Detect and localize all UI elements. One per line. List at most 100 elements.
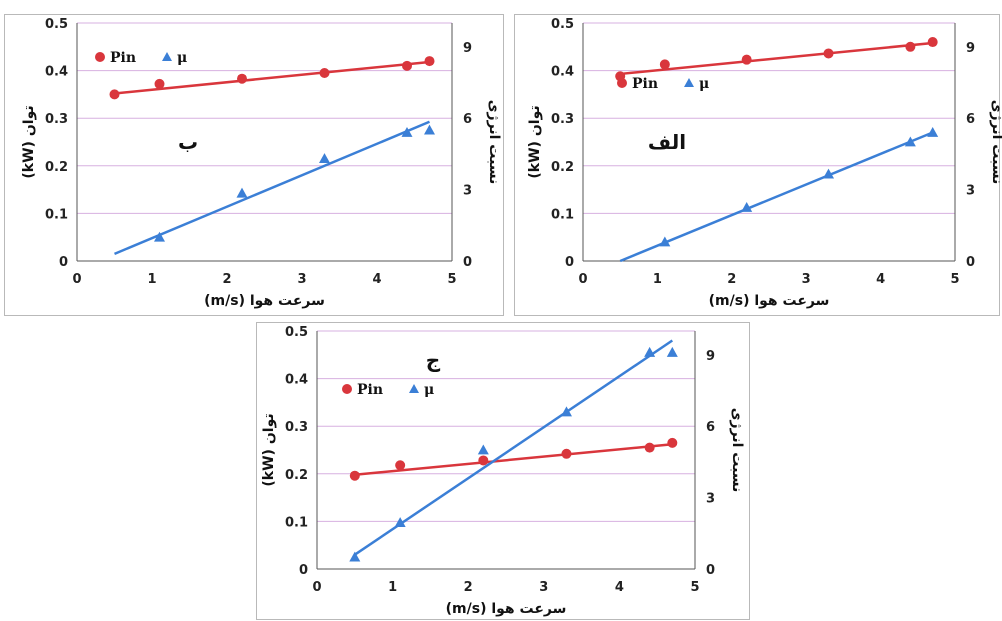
y-left-tick-label: 0.5 bbox=[45, 17, 68, 32]
y-left-tick-label: 0 bbox=[299, 563, 308, 578]
trendline-mu bbox=[354, 339, 674, 556]
legend-marker-pin bbox=[617, 78, 627, 88]
x-tick-label: 2 bbox=[222, 272, 231, 287]
legend-marker-pin bbox=[342, 384, 352, 394]
data-point-mu bbox=[644, 346, 656, 357]
data-point-pin bbox=[561, 448, 572, 459]
x-tick-label: 0 bbox=[578, 272, 587, 287]
x-tick-label: 0 bbox=[312, 580, 321, 595]
trendline-pin bbox=[354, 443, 673, 476]
data-point-pin bbox=[395, 460, 406, 471]
y-left-tick-label: 0.3 bbox=[551, 112, 574, 127]
y-right-tick-label: 9 bbox=[463, 41, 472, 56]
chart-panel-alef: 0 1 2 3 4 5 0 0.1 0.2 0.3 0.4 0.5 0 3 6 9 سرعت هوا (m/s)… bbox=[514, 14, 1002, 316]
data-point-mu bbox=[741, 201, 753, 212]
x-axis-title: سرعت هوا (m/s) bbox=[204, 293, 325, 309]
data-point-pin bbox=[109, 89, 120, 100]
x-tick-label: 5 bbox=[950, 272, 959, 287]
data-point-mu bbox=[927, 126, 939, 137]
data-point-mu bbox=[349, 551, 361, 562]
y-left-tick-label: 0.3 bbox=[45, 112, 68, 127]
y-right-tick-label: 6 bbox=[966, 112, 975, 127]
trendline-pin bbox=[114, 60, 430, 95]
x-tick-label: 1 bbox=[388, 580, 397, 595]
x-tick-label: 3 bbox=[297, 272, 306, 287]
chart-panel-b: 0 1 2 3 4 5 0 0.1 0.2 0.3 0.4 0.5 0 3 6 9 سرعت هوا (m/s)… bbox=[4, 14, 504, 316]
x-axis-title: سرعت هوا (m/s) bbox=[446, 601, 567, 617]
y-left-tick-label: 0.4 bbox=[551, 65, 574, 80]
y-right-tick-label: 3 bbox=[966, 184, 975, 199]
y-left-tick-label: 0.5 bbox=[551, 17, 574, 32]
x-tick-label: 2 bbox=[464, 580, 473, 595]
panel-label: ب bbox=[178, 130, 198, 154]
y-right-tick-label: 6 bbox=[706, 420, 715, 435]
trendline-pin bbox=[620, 41, 933, 76]
y-right-tick-label: 9 bbox=[706, 349, 715, 364]
legend-label-mu: μ bbox=[177, 50, 187, 66]
data-point-mu bbox=[659, 236, 671, 247]
x-tick-label: 5 bbox=[690, 580, 699, 595]
y-left-tick-label: 0.1 bbox=[285, 515, 308, 530]
data-point-mu bbox=[236, 187, 248, 198]
data-point-mu bbox=[424, 124, 435, 135]
y-left-tick-label: 0.5 bbox=[285, 325, 308, 340]
legend-label-pin: Pin bbox=[110, 50, 136, 66]
data-point-pin bbox=[659, 59, 670, 70]
y-left-tick-label: 0.4 bbox=[45, 65, 68, 80]
chart-panel-jim: 0 1 2 3 4 5 0 0.1 0.2 0.3 0.4 0.5 0 3 6 9 سرعت هوا (m/s)… bbox=[256, 322, 750, 620]
x-tick-label: 1 bbox=[147, 272, 156, 287]
data-point-mu bbox=[401, 126, 413, 137]
y-left-axis-title: توان (kW) bbox=[261, 413, 277, 486]
y-right-tick-label: 0 bbox=[463, 255, 472, 270]
legend-marker-mu bbox=[684, 78, 694, 87]
legend-label-pin: Pin bbox=[632, 76, 658, 92]
data-point-pin bbox=[644, 442, 655, 453]
data-point-mu bbox=[394, 517, 406, 527]
data-point-pin bbox=[905, 41, 916, 52]
data-point-mu bbox=[477, 444, 489, 455]
y-left-tick-label: 0.3 bbox=[285, 420, 308, 435]
data-point-pin bbox=[478, 455, 489, 466]
trendline-mu bbox=[114, 120, 430, 256]
x-tick-label: 3 bbox=[802, 272, 811, 287]
x-tick-label: 0 bbox=[72, 272, 81, 287]
trendline-mu bbox=[619, 131, 934, 263]
x-tick-label: 5 bbox=[447, 272, 456, 287]
x-axis-title: سرعت هوا (m/s) bbox=[709, 293, 830, 309]
x-tick-label: 4 bbox=[615, 580, 624, 595]
data-point-pin bbox=[402, 60, 412, 71]
data-point-pin bbox=[667, 437, 678, 448]
legend-label-pin: Pin bbox=[357, 382, 383, 398]
y-right-tick-label: 3 bbox=[463, 184, 472, 199]
x-tick-label: 4 bbox=[372, 272, 381, 287]
legend-marker-mu bbox=[162, 52, 172, 61]
y-right-tick-label: 9 bbox=[966, 41, 975, 56]
data-point-mu bbox=[823, 168, 835, 179]
y-right-tick-label: 3 bbox=[706, 492, 715, 507]
y-left-tick-label: 0.2 bbox=[285, 468, 308, 483]
data-point-pin bbox=[154, 78, 165, 89]
data-point-pin bbox=[927, 37, 938, 48]
data-point-mu bbox=[560, 406, 572, 417]
legend-marker-pin bbox=[95, 52, 105, 62]
cropped-caption-strip bbox=[0, 0, 1002, 10]
y-right-axis-title: نسبت انرژی bbox=[486, 100, 502, 185]
y-right-tick-label: 0 bbox=[706, 563, 715, 578]
x-tick-label: 1 bbox=[653, 272, 662, 287]
data-point-pin bbox=[349, 470, 360, 481]
legend-label-mu: μ bbox=[699, 76, 709, 92]
data-point-pin bbox=[741, 54, 752, 65]
data-point-pin bbox=[319, 67, 330, 78]
y-left-tick-label: 0 bbox=[59, 255, 68, 270]
y-right-axis-title: نسبت انرژی bbox=[989, 100, 1002, 185]
y-right-tick-label: 6 bbox=[463, 112, 472, 127]
panel-label: ج bbox=[426, 348, 441, 372]
data-point-mu bbox=[154, 231, 165, 242]
y-left-tick-label: 0.2 bbox=[551, 160, 574, 175]
y-left-axis-title: توان (kW) bbox=[21, 105, 37, 178]
y-left-tick-label: 0.1 bbox=[45, 207, 68, 222]
x-tick-label: 3 bbox=[539, 580, 548, 595]
